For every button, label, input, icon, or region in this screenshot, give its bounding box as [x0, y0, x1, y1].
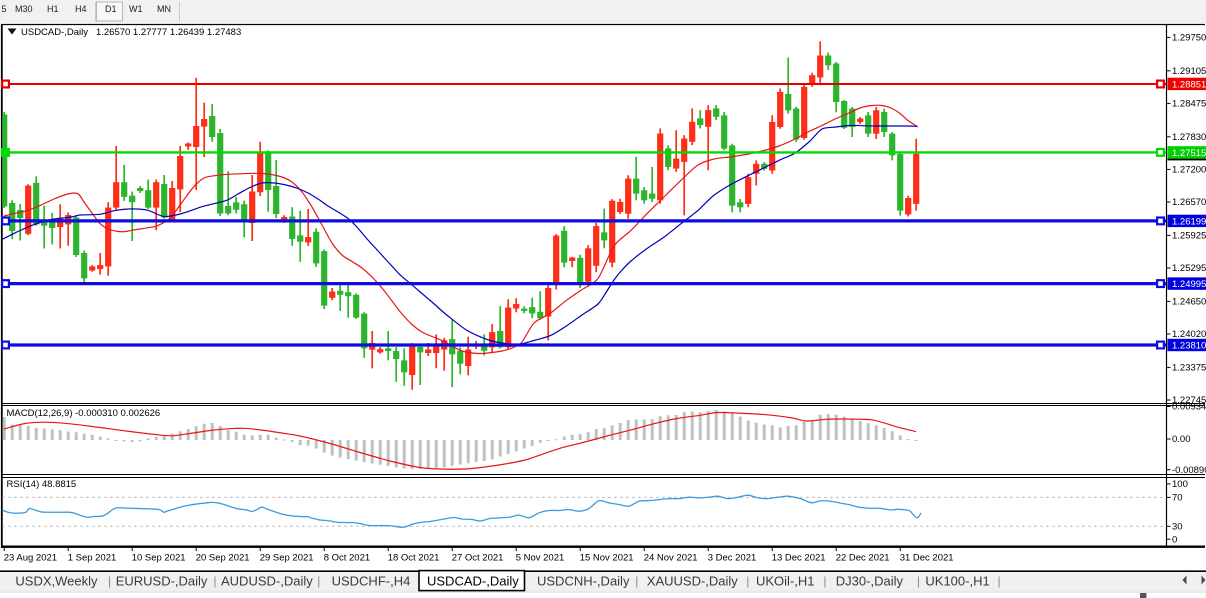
- svg-text:1.26199: 1.26199: [1172, 216, 1206, 227]
- svg-text:1.27200: 1.27200: [1172, 165, 1206, 176]
- svg-text:|: |: [317, 574, 320, 588]
- svg-text:1.25295: 1.25295: [1172, 263, 1206, 274]
- svg-text:|: |: [823, 574, 826, 588]
- svg-text:0.00: 0.00: [1172, 434, 1191, 445]
- svg-text:MACD(12,26,9) -0.000310 0.0026: MACD(12,26,9) -0.000310 0.002626: [7, 408, 161, 419]
- svg-text:0: 0: [1172, 534, 1177, 545]
- svg-text:1.24020: 1.24020: [1172, 329, 1206, 340]
- svg-text:100: 100: [1172, 479, 1188, 490]
- svg-text:UKOil-,H1: UKOil-,H1: [756, 574, 815, 589]
- svg-text:1.23375: 1.23375: [1172, 363, 1206, 374]
- svg-text:1.27830: 1.27830: [1172, 132, 1206, 143]
- svg-text:UK100-,H1: UK100-,H1: [925, 574, 989, 589]
- svg-text:1 Sep 2021: 1 Sep 2021: [68, 553, 117, 564]
- svg-text:1.25925: 1.25925: [1172, 231, 1206, 242]
- svg-text:5: 5: [2, 4, 7, 14]
- svg-text:|: |: [998, 574, 1001, 588]
- svg-text:|: |: [108, 574, 111, 588]
- svg-text:USDCNH-,Daily: USDCNH-,Daily: [537, 574, 630, 589]
- svg-text:20 Sep 2021: 20 Sep 2021: [196, 553, 250, 564]
- svg-text:|: |: [746, 574, 749, 588]
- svg-text:H1: H1: [47, 4, 59, 14]
- svg-text:AUDUSD-,Daily: AUDUSD-,Daily: [221, 574, 313, 589]
- svg-text:1.24995: 1.24995: [1172, 279, 1206, 290]
- svg-text:1.29750: 1.29750: [1172, 33, 1206, 44]
- svg-text:RSI(14) 48.8815: RSI(14) 48.8815: [7, 479, 77, 490]
- svg-text:1.28851: 1.28851: [1172, 79, 1206, 90]
- svg-text:15 Nov 2021: 15 Nov 2021: [580, 553, 634, 564]
- svg-text:H4: H4: [75, 4, 87, 14]
- svg-text:DJ30-,Daily: DJ30-,Daily: [836, 574, 904, 589]
- svg-text:70: 70: [1172, 493, 1183, 504]
- svg-text:|: |: [917, 574, 920, 588]
- svg-text:1.26570: 1.26570: [1172, 197, 1206, 208]
- svg-text:13 Dec 2021: 13 Dec 2021: [772, 553, 826, 564]
- svg-text:8 Oct 2021: 8 Oct 2021: [324, 553, 370, 564]
- svg-text:1.27515: 1.27515: [1172, 148, 1206, 159]
- svg-text:31 Dec 2021: 31 Dec 2021: [900, 553, 954, 564]
- svg-text:|: |: [635, 574, 638, 588]
- svg-text:USDCAD-,Daily 1.26570 1.277: USDCAD-,Daily 1.26570 1.27777 1.26439 1.…: [21, 27, 241, 38]
- svg-text:USDCHF-,H4: USDCHF-,H4: [332, 574, 411, 589]
- svg-text:MN: MN: [157, 4, 171, 14]
- svg-text:10 Sep 2021: 10 Sep 2021: [132, 553, 186, 564]
- svg-text:XAUUSD-,Daily: XAUUSD-,Daily: [647, 574, 739, 589]
- svg-text:W1: W1: [129, 4, 143, 14]
- svg-text:1.28475: 1.28475: [1172, 99, 1206, 110]
- svg-text:5 Nov 2021: 5 Nov 2021: [516, 553, 565, 564]
- svg-text:23 Aug 2021: 23 Aug 2021: [4, 553, 57, 564]
- svg-text:1.22745: 1.22745: [1172, 395, 1206, 406]
- svg-text:USDX,Weekly: USDX,Weekly: [15, 574, 98, 589]
- svg-text:1.29105: 1.29105: [1172, 66, 1206, 77]
- svg-text:1.24650: 1.24650: [1172, 297, 1206, 308]
- svg-text:|: |: [213, 574, 216, 588]
- svg-text:22 Dec 2021: 22 Dec 2021: [836, 553, 890, 564]
- svg-text:EURUSD-,Daily: EURUSD-,Daily: [116, 574, 208, 589]
- svg-text:-0.00890: -0.00890: [1172, 465, 1206, 476]
- svg-text:29 Sep 2021: 29 Sep 2021: [260, 553, 314, 564]
- svg-text:D1: D1: [105, 4, 117, 14]
- svg-text:3 Dec 2021: 3 Dec 2021: [708, 553, 757, 564]
- svg-text:30: 30: [1172, 522, 1183, 533]
- svg-text:USDCAD-,Daily: USDCAD-,Daily: [427, 574, 519, 589]
- svg-text:1.23810: 1.23810: [1172, 340, 1206, 351]
- svg-text:0.009345: 0.009345: [1172, 402, 1206, 413]
- svg-text:24 Nov 2021: 24 Nov 2021: [644, 553, 698, 564]
- svg-text:18 Oct 2021: 18 Oct 2021: [388, 553, 440, 564]
- svg-text:M30: M30: [15, 4, 33, 14]
- svg-text:27 Oct 2021: 27 Oct 2021: [452, 553, 504, 564]
